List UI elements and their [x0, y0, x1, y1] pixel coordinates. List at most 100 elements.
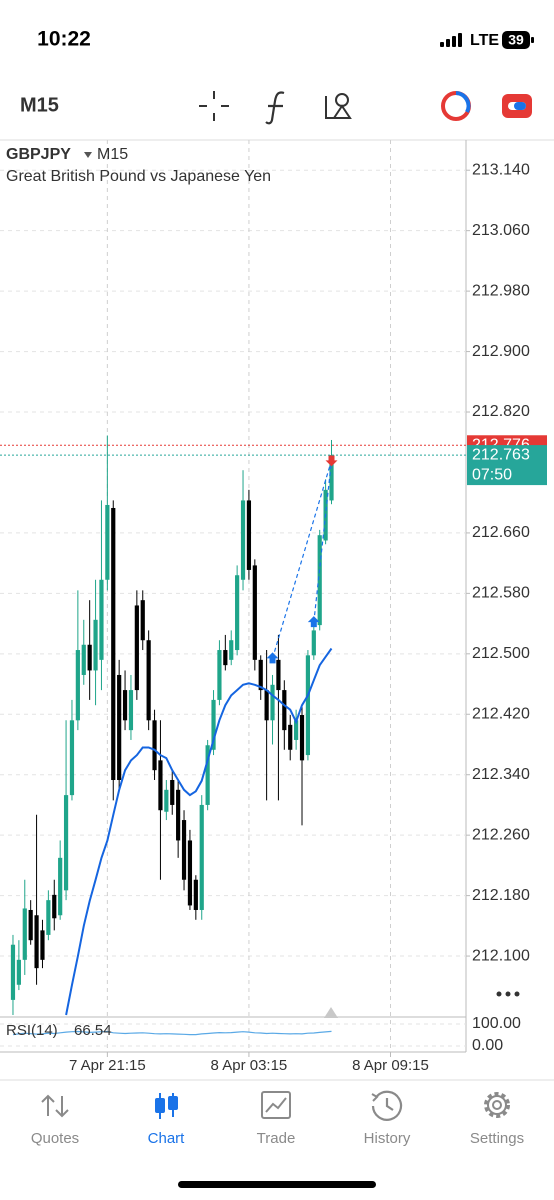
symbol-dropdown[interactable] [84, 152, 92, 158]
x-tick-label: 7 Apr 21:15 [69, 1057, 146, 1074]
status-network: LTE [470, 32, 499, 49]
candle-body [235, 575, 240, 651]
candle-body [217, 650, 222, 700]
y-tick-label: 212.420 [472, 705, 530, 722]
symbol[interactable]: GBPJPY [6, 146, 71, 163]
y-tick-label: 212.820 [472, 403, 530, 420]
candle-body [164, 789, 169, 812]
tab-chart[interactable]: Chart [148, 1093, 186, 1147]
tab-trade[interactable]: Trade [257, 1091, 296, 1147]
x-tick-label: 8 Apr 09:15 [352, 1057, 429, 1074]
rsi-tick-label: 100.00 [472, 1015, 521, 1032]
home-indicator [178, 1181, 376, 1188]
candle-body [264, 690, 269, 721]
app-icon-2[interactable] [502, 94, 532, 118]
sell-marker [325, 455, 338, 467]
candle-body [317, 535, 322, 626]
candle-body [140, 600, 145, 641]
indicators-button[interactable] [265, 91, 285, 125]
app-icon-1[interactable] [441, 91, 471, 121]
candle-body [211, 699, 216, 750]
y-tick-label: 212.580 [472, 585, 530, 602]
candle-body [170, 780, 175, 805]
rsi-line [12, 1030, 332, 1036]
candle-body [229, 640, 234, 660]
bid-label-box [467, 445, 547, 486]
candle-body [117, 674, 122, 781]
tab-label[interactable]: Chart [148, 1130, 186, 1147]
candle-body [299, 715, 305, 761]
y-tick-label: 212.980 [472, 282, 530, 299]
tab-history[interactable]: History [364, 1090, 411, 1147]
candle-body [240, 500, 246, 580]
candle-body [81, 644, 86, 675]
y-tick-label: 212.340 [472, 766, 530, 783]
candle-body [223, 650, 228, 666]
y-tick-label: 213.140 [472, 161, 530, 178]
crosshair-button[interactable] [199, 91, 229, 121]
candle-body [294, 720, 299, 740]
candle-body [28, 909, 33, 941]
candle-body [46, 900, 51, 935]
candle-body [158, 760, 163, 811]
tab-label[interactable]: Quotes [31, 1130, 79, 1147]
bid-label: 212.763 [472, 446, 530, 463]
candle-body [111, 507, 116, 781]
tab-label[interactable]: Trade [257, 1130, 296, 1147]
candle-body [122, 690, 128, 721]
rsi-name: RSI(14) [6, 1022, 58, 1039]
candle-body [22, 908, 27, 960]
candle-body [87, 644, 92, 671]
scroll-indicator[interactable] [324, 1007, 338, 1018]
tab-label[interactable]: Settings [470, 1130, 524, 1147]
y-tick-label: 212.100 [472, 947, 530, 964]
candle-body [105, 504, 110, 580]
more-button[interactable] [496, 991, 520, 997]
candle-body [69, 720, 75, 796]
candle-body [270, 684, 275, 721]
candle-body [176, 789, 181, 841]
candle-body [40, 930, 45, 960]
rsi-tick-label: 0.00 [472, 1037, 503, 1054]
tab-settings[interactable]: Settings [470, 1092, 524, 1147]
candle-body [63, 795, 69, 891]
symbol-description: Great British Pound vs Japanese Yen [6, 168, 271, 185]
x-tick-label: 8 Apr 03:15 [211, 1057, 288, 1074]
candle-body [258, 659, 263, 691]
candle-body [193, 879, 198, 910]
y-tick-label: 213.060 [472, 222, 530, 239]
candle-body [288, 724, 293, 750]
candle-body [199, 804, 204, 910]
candle-body [152, 720, 157, 771]
buy-marker [266, 652, 279, 664]
y-tick-label: 212.660 [472, 524, 530, 541]
candle-body [329, 455, 334, 501]
battery-icon [502, 31, 534, 49]
candle-body [252, 565, 257, 660]
candle-body [93, 619, 98, 671]
trade-link [271, 460, 333, 659]
timeframe-button[interactable]: M15 [20, 94, 59, 116]
signal-icon [440, 33, 462, 47]
candle-body [99, 579, 104, 660]
status-battery: 39 [508, 32, 524, 48]
candle-body [305, 655, 311, 756]
candle-body [10, 944, 16, 1000]
bar-countdown: 07:50 [472, 466, 512, 483]
candle-body [187, 840, 193, 906]
chart-timeframe: M15 [97, 146, 128, 163]
tab-label[interactable]: History [364, 1130, 411, 1147]
tab-quotes[interactable]: Quotes [31, 1094, 79, 1147]
candle-body [276, 659, 281, 691]
rsi-value: 66.54 [74, 1022, 112, 1039]
buy-marker [307, 616, 320, 628]
y-tick-label: 212.500 [472, 645, 530, 662]
objects-button[interactable] [325, 93, 352, 119]
candle-body [128, 690, 134, 731]
y-tick-label: 212.260 [472, 826, 530, 843]
candle-body [146, 640, 151, 721]
y-tick-label: 212.900 [472, 343, 530, 360]
candle-body [75, 650, 80, 721]
candle-body [181, 820, 187, 880]
